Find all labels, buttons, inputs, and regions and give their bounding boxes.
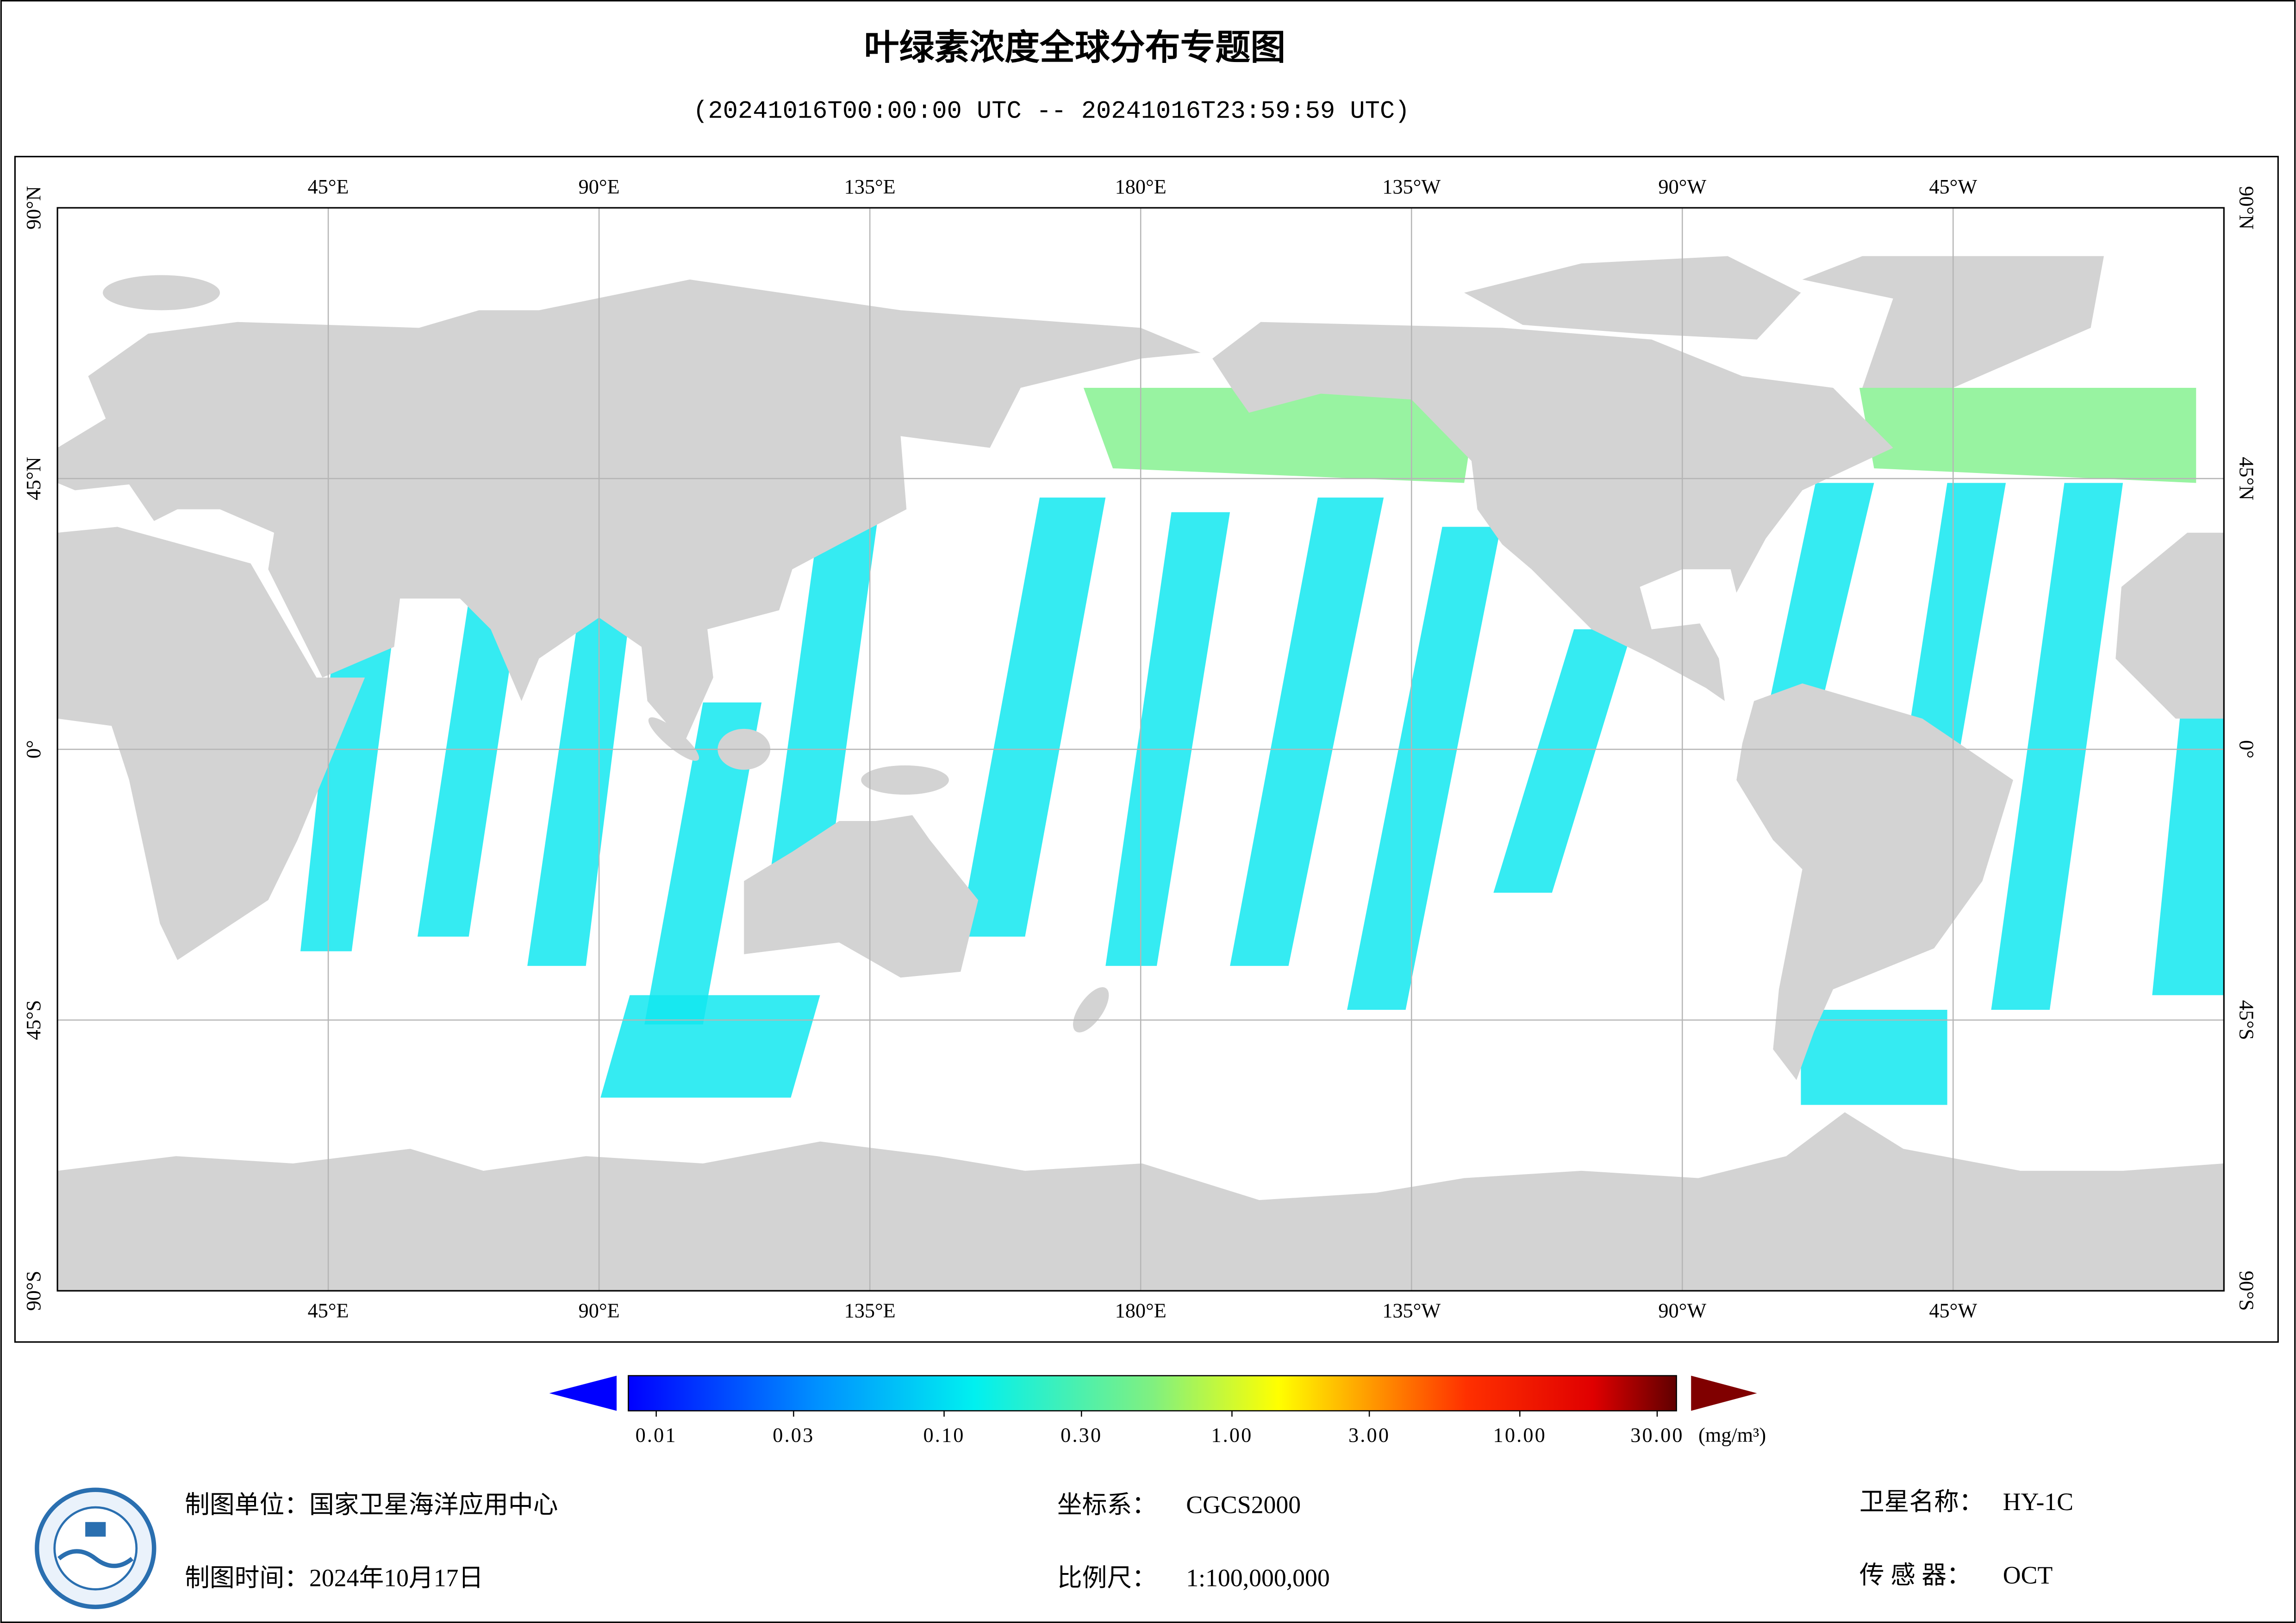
- colorbar-tick-label: 30.00: [1630, 1424, 1684, 1447]
- lat-label-right: 45°S: [2235, 1000, 2258, 1040]
- colorbar-tick-label: 1.00: [1211, 1424, 1253, 1447]
- lon-label-bottom: 90°W: [1658, 1300, 1706, 1322]
- lat-label-right: 90°N: [2235, 186, 2258, 230]
- map-frame: [56, 207, 2225, 1292]
- lat-label-left: 45°N: [22, 457, 45, 500]
- colorbar-tick-label: 0.10: [923, 1424, 965, 1447]
- colorbar-high-arrow: [1691, 1375, 1757, 1411]
- colorbar: (mg/m³) 0.01 0.03 0.10 0.30 1.00 3.00 10.00 30.…: [549, 1375, 1766, 1447]
- colorbar-tick-label: 0.01: [636, 1424, 677, 1447]
- lat-label-left: 45°S: [22, 1000, 45, 1040]
- lat-label-right: 0°: [2235, 740, 2258, 759]
- sensor-label: 传 感 器：: [1859, 1561, 1972, 1589]
- lon-label-bottom: 180°E: [1115, 1300, 1167, 1322]
- colorbar-unit: (mg/m³): [1698, 1424, 1766, 1447]
- lat-label-left: 0°: [22, 740, 45, 759]
- lon-label-top: 45°E: [308, 175, 349, 198]
- lat-label-left: 90°S: [22, 1271, 45, 1311]
- lon-label-top: 45°W: [1929, 175, 1977, 198]
- graticule: 45°E 45°E 90°E 90°E 135°E 135°E 180°E 180°E 135°…: [22, 175, 2258, 1322]
- crs: CGCS2000: [1186, 1491, 1301, 1519]
- lon-label-bottom: 135°E: [844, 1300, 896, 1322]
- producer: 制图单位：国家卫星海洋应用中心: [185, 1491, 558, 1519]
- satellite: HY-1C: [2003, 1488, 2073, 1516]
- colorbar-tick-label: 10.00: [1493, 1424, 1547, 1447]
- lat-label-right: 90°S: [2235, 1271, 2258, 1311]
- map-title: 叶绿素浓度全球分布专题图: [864, 27, 1286, 68]
- lon-label-bottom: 45°E: [308, 1300, 349, 1322]
- colorbar-tick-label: 0.30: [1061, 1424, 1102, 1447]
- lon-label-bottom: 135°W: [1382, 1300, 1441, 1322]
- map-subtitle: (20241016T00:00:00 UTC -- 20241016T23:59…: [693, 98, 1410, 126]
- lon-label-top: 90°W: [1658, 175, 1706, 198]
- lat-label-left: 90°N: [22, 186, 45, 230]
- map-outer-frame: [14, 155, 2279, 1343]
- sensor: OCT: [2003, 1561, 2053, 1589]
- lon-label-top: 90°E: [579, 175, 620, 198]
- lat-label-right: 45°N: [2235, 457, 2258, 500]
- lon-label-top: 135°E: [844, 175, 896, 198]
- lon-label-bottom: 90°E: [579, 1300, 620, 1322]
- scale-label: 比例尺：: [1057, 1564, 1157, 1592]
- colorbar-tick-label: 3.00: [1348, 1424, 1390, 1447]
- map-date: 制图时间：2024年10月17日: [185, 1564, 483, 1592]
- lon-label-bottom: 45°W: [1929, 1300, 1977, 1322]
- lon-label-top: 180°E: [1115, 175, 1167, 198]
- lon-label-top: 135°W: [1382, 175, 1441, 198]
- logo: [35, 1487, 156, 1609]
- scale: 1:100,000,000: [1186, 1564, 1330, 1592]
- satellite-label: 卫星名称：: [1859, 1488, 1984, 1516]
- colorbar-low-arrow: [549, 1375, 617, 1411]
- colorbar-ramp: [628, 1375, 1677, 1412]
- colorbar-tick-label: 0.03: [773, 1424, 814, 1447]
- crs-label: 坐标系：: [1057, 1491, 1157, 1519]
